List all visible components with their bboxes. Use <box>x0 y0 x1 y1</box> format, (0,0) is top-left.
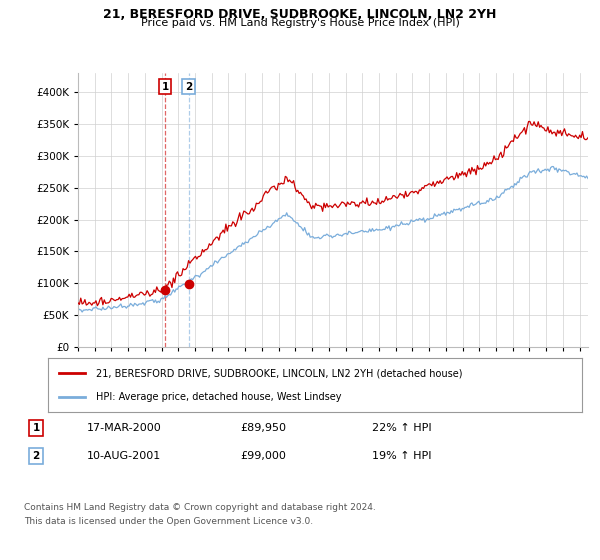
Text: 2: 2 <box>32 451 40 461</box>
Text: HPI: Average price, detached house, West Lindsey: HPI: Average price, detached house, West… <box>96 391 341 402</box>
Text: Contains HM Land Registry data © Crown copyright and database right 2024.: Contains HM Land Registry data © Crown c… <box>24 503 376 512</box>
Text: 2: 2 <box>185 82 192 92</box>
Text: 21, BERESFORD DRIVE, SUDBROOKE, LINCOLN, LN2 2YH: 21, BERESFORD DRIVE, SUDBROOKE, LINCOLN,… <box>103 8 497 21</box>
Text: This data is licensed under the Open Government Licence v3.0.: This data is licensed under the Open Gov… <box>24 517 313 526</box>
Text: 17-MAR-2000: 17-MAR-2000 <box>87 423 162 433</box>
Text: 21, BERESFORD DRIVE, SUDBROOKE, LINCOLN, LN2 2YH (detached house): 21, BERESFORD DRIVE, SUDBROOKE, LINCOLN,… <box>96 368 463 379</box>
Text: 1: 1 <box>161 82 169 92</box>
Text: Price paid vs. HM Land Registry's House Price Index (HPI): Price paid vs. HM Land Registry's House … <box>140 18 460 29</box>
Text: £89,950: £89,950 <box>240 423 286 433</box>
Text: 1: 1 <box>32 423 40 433</box>
Text: 10-AUG-2001: 10-AUG-2001 <box>87 451 161 461</box>
Text: £99,000: £99,000 <box>240 451 286 461</box>
Text: 19% ↑ HPI: 19% ↑ HPI <box>372 451 431 461</box>
Text: 22% ↑ HPI: 22% ↑ HPI <box>372 423 431 433</box>
